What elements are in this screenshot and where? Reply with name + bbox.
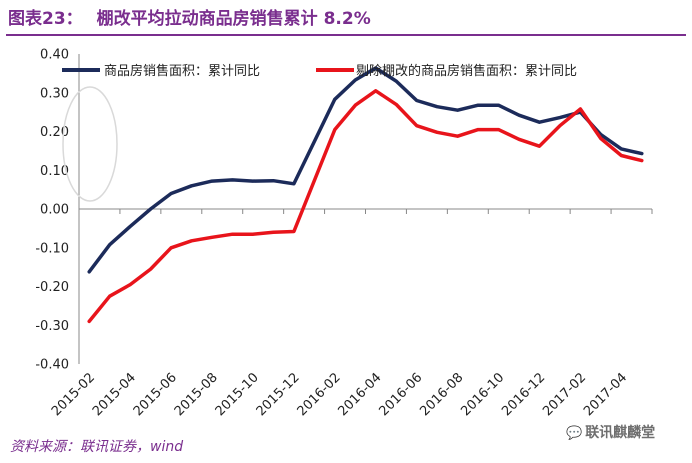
series-lines: [87, 66, 644, 324]
x-tick-labels: 2015-022015-042015-062015-082015-102015-…: [49, 370, 630, 419]
x-tick-label: 2016-08: [417, 370, 466, 419]
legend-label-series2: 剔除棚改的商品房销售面积：累计同比: [356, 63, 577, 79]
x-tick-label: 2016-02: [295, 370, 344, 419]
x-tick-label: 2015-08: [172, 370, 221, 419]
legend-label-series1: 商品房销售面积：累计同比: [104, 63, 260, 79]
y-axis: 0.40 0.30 0.20 0.10 0.00 -0.10 -0.20 -0.30 -0.40: [35, 48, 80, 373]
x-tick-label: 2016-12: [499, 370, 548, 419]
y-tick-label: -0.40: [35, 358, 69, 373]
y-tick-label: -0.20: [35, 280, 69, 295]
y-tick-label: -0.30: [35, 319, 69, 334]
wechat-icon: 💬: [566, 426, 583, 441]
x-tick-label: 2017-02: [540, 370, 589, 419]
watermark: 💬 联讯麒麟堂: [566, 422, 655, 442]
figure-number: 图表23：: [8, 9, 83, 29]
legend: 商品房销售面积：累计同比 剔除棚改的商品房销售面积：累计同比: [62, 63, 577, 79]
series-line-1: [87, 66, 644, 274]
watermark-text: 联讯麒麟堂: [585, 425, 656, 441]
x-tick-label: 2015-12: [254, 370, 303, 419]
x-tick-label: 2015-06: [131, 370, 180, 419]
y-tick-label: 0.00: [40, 203, 69, 218]
x-tick-label: 2017-04: [581, 370, 630, 419]
x-tick-label: 2015-10: [213, 370, 262, 419]
y-tick-label: 0.20: [40, 125, 69, 140]
x-axis: 2015-022015-042015-062015-082015-102015-…: [49, 208, 653, 419]
x-tick-label: 2015-02: [49, 370, 98, 419]
x-tick-label: 2016-10: [458, 370, 507, 419]
y-tick-label: 0.30: [40, 86, 69, 101]
legend-item-series1: 商品房销售面积：累计同比: [62, 63, 260, 79]
figure-title-text: 棚改平均拉动商品房销售累计 8.2%: [96, 9, 371, 29]
x-tick-label: 2016-04: [336, 370, 385, 419]
y-tick-label: 0.40: [40, 48, 69, 63]
source-note: 资料来源：联讯证券，wind: [10, 439, 184, 455]
figure-title: 图表23： 棚改平均拉动商品房销售累计 8.2%: [8, 6, 371, 32]
y-tick-labels: 0.40 0.30 0.20 0.10 0.00 -0.10 -0.20 -0.30 -0.40: [35, 48, 69, 373]
series-line-2: [87, 89, 644, 324]
x-tick-label: 2016-06: [376, 370, 425, 419]
legend-item-series2: 剔除棚改的商品房销售面积：累计同比: [316, 63, 577, 79]
y-tick-label: 0.10: [40, 164, 69, 179]
y-tick-label: -0.10: [35, 241, 69, 256]
x-ticks: [78, 209, 653, 214]
x-tick-label: 2015-04: [90, 370, 139, 419]
title-divider: [6, 34, 686, 36]
highlight-ellipse: [62, 86, 118, 202]
